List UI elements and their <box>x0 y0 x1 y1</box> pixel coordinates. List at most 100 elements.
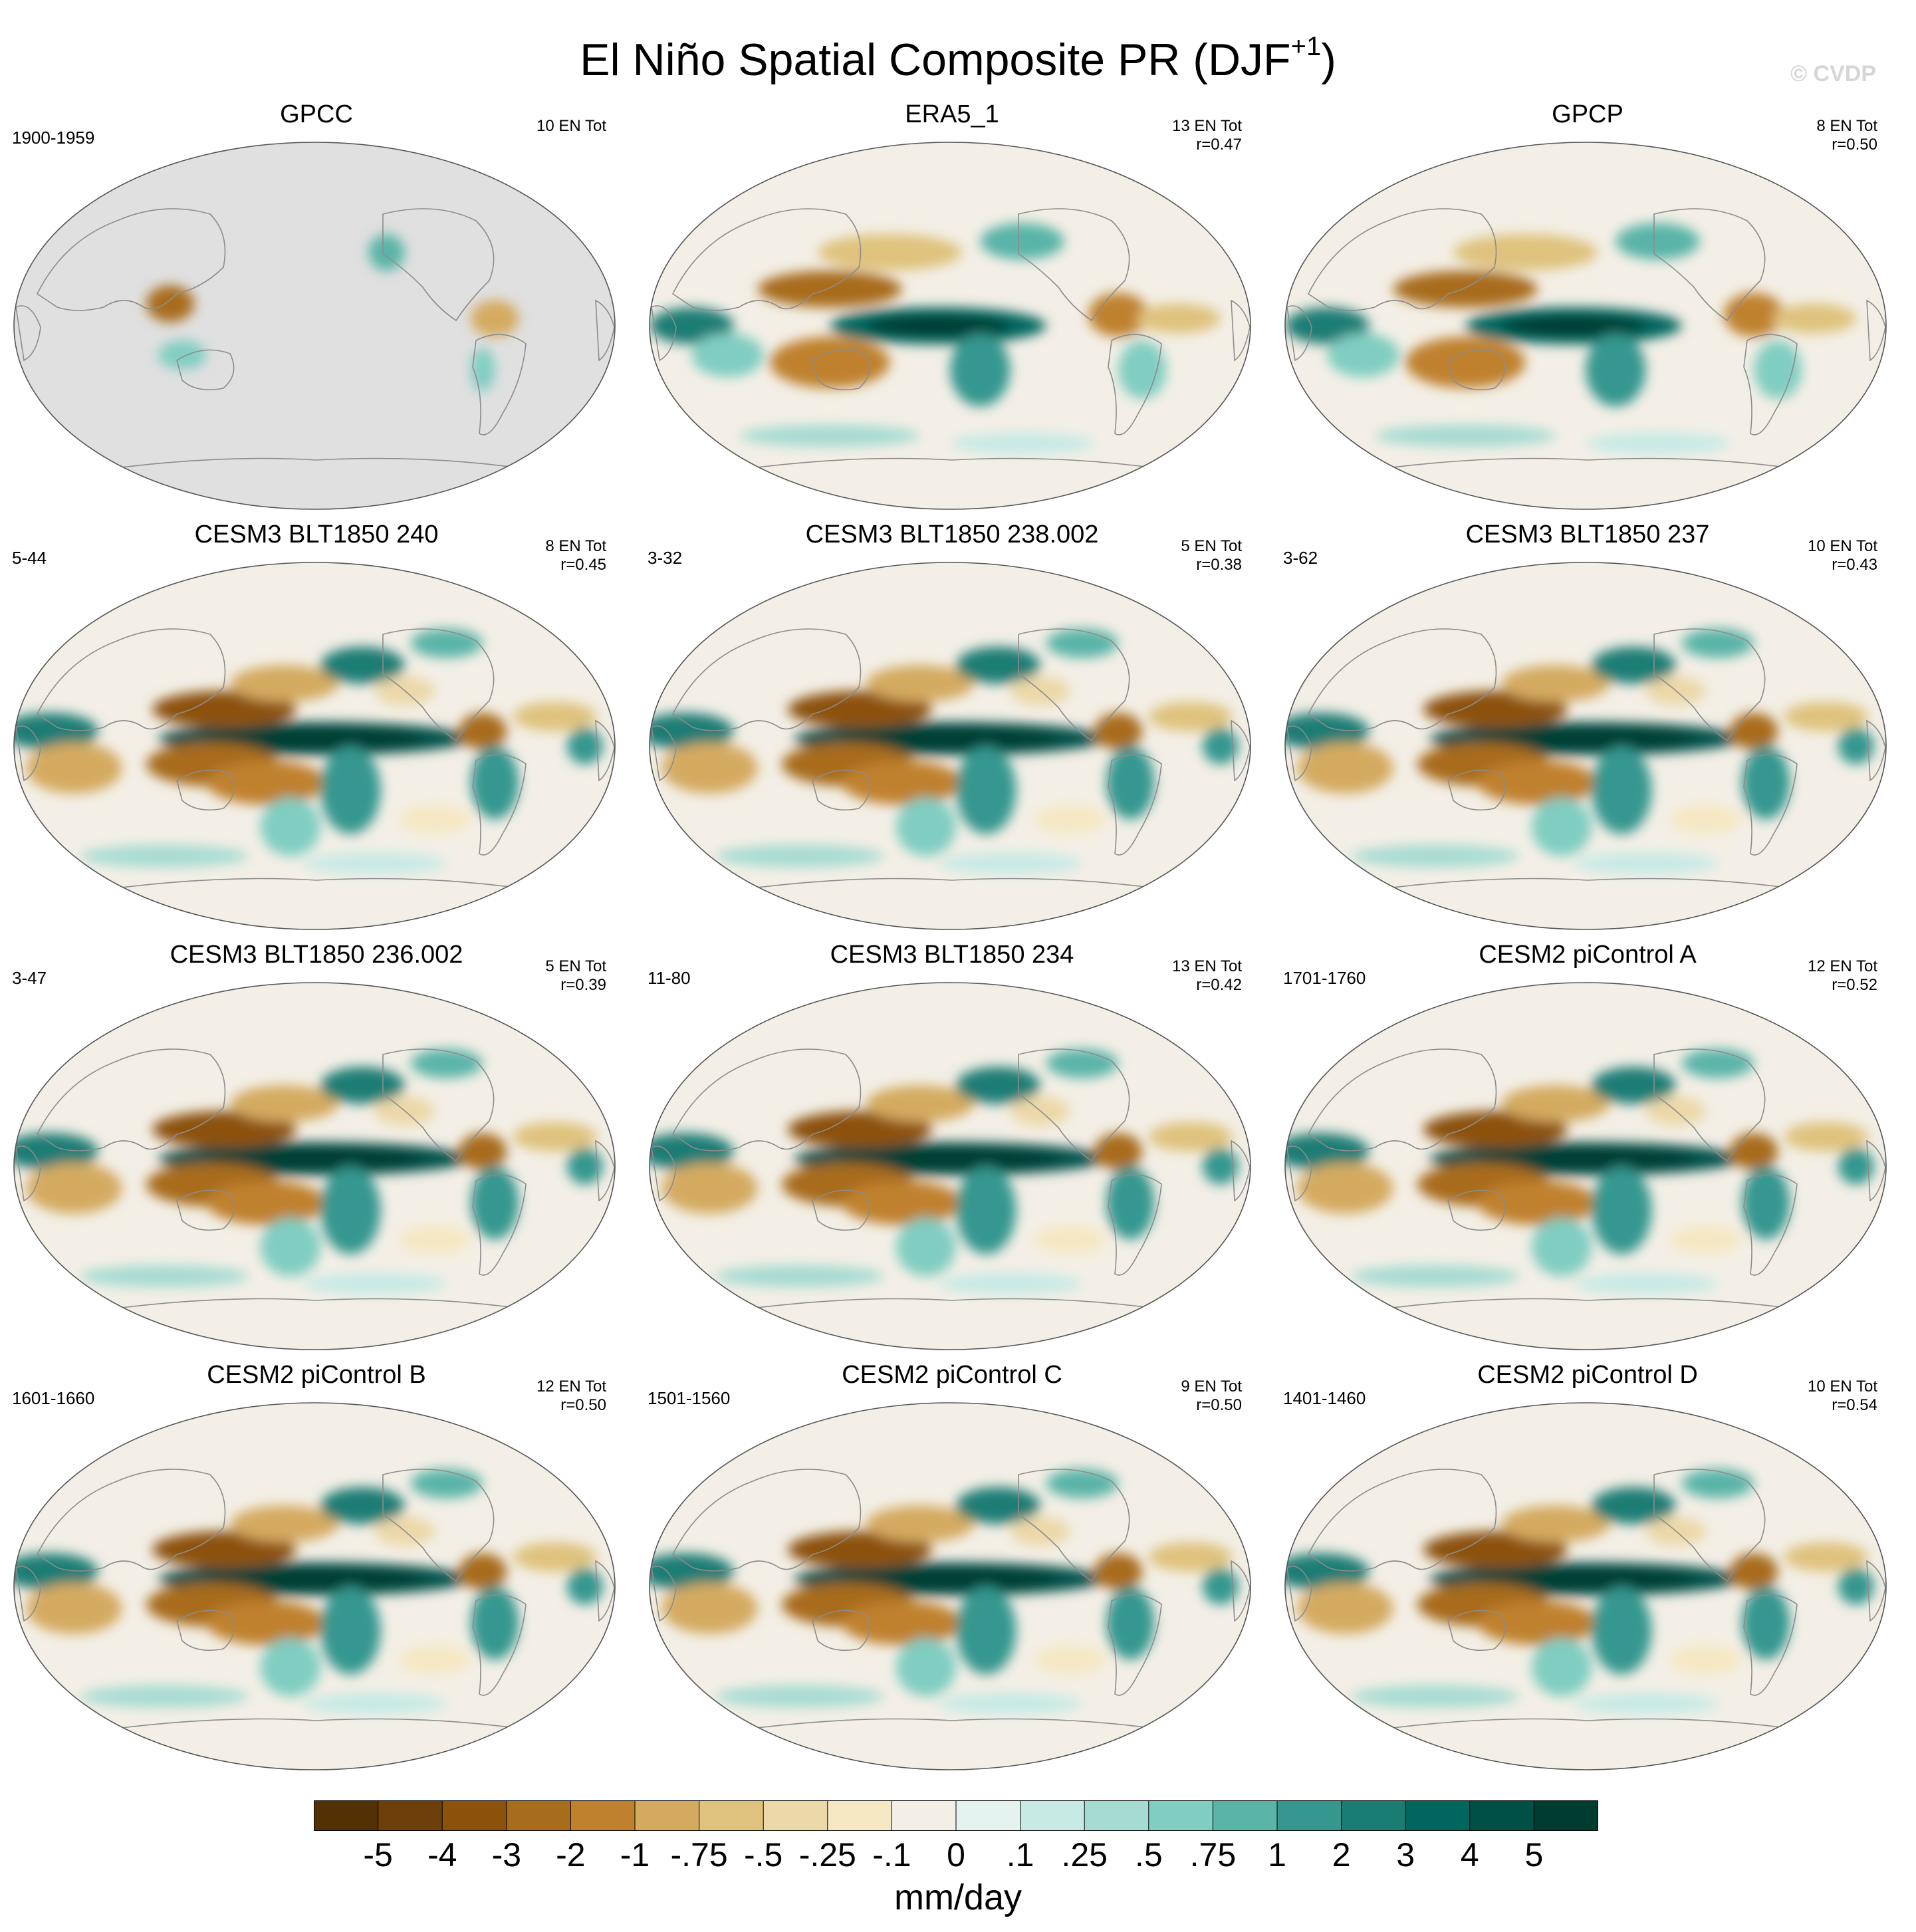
anomaly-blob <box>80 1685 249 1708</box>
coastline <box>1743 1174 1798 1276</box>
panel-event-count: 10 EN Tot <box>1808 537 1877 555</box>
anomaly-blob <box>1423 1531 1568 1568</box>
anomaly-blob <box>1094 1133 1143 1170</box>
anomaly-blob <box>1784 1542 1868 1572</box>
anomaly-blob <box>1501 315 1646 336</box>
anomaly-blob <box>260 1217 321 1276</box>
coastline <box>15 1146 41 1202</box>
anomaly-blob <box>769 336 890 388</box>
map-border <box>1284 982 1887 1350</box>
coastline <box>671 1469 862 1572</box>
colorbar <box>314 1800 1598 1831</box>
anomaly-blob <box>896 797 957 856</box>
coastline <box>1447 769 1506 811</box>
anomaly-blob <box>458 1133 507 1170</box>
anomaly-blob <box>715 845 884 868</box>
panel-pattern-correlation: r=0.50 <box>1196 1396 1242 1414</box>
anomaly-blob <box>1838 1568 1874 1605</box>
colorbar-tick-label: 5 <box>1524 1836 1544 1873</box>
coastline <box>1231 299 1251 362</box>
coastline <box>472 1594 527 1696</box>
coastline <box>1866 1140 1886 1202</box>
panel-period: 1601-1660 <box>12 1388 95 1408</box>
colorbar-swatch <box>1148 1800 1213 1831</box>
panel-title: CESM2 piControl C <box>842 1361 1062 1389</box>
coastline <box>712 1298 1192 1314</box>
coastline <box>712 1718 1192 1735</box>
coastline <box>671 1048 862 1151</box>
panel-title: CESM3 BLT1850 234 <box>830 941 1074 969</box>
anomaly-blob <box>398 804 471 834</box>
colorbar-tick-label: -4 <box>427 1836 457 1873</box>
anomaly-blob <box>458 713 507 750</box>
anomaly-blob <box>1136 303 1221 334</box>
anomaly-blob <box>1285 307 1370 344</box>
anomaly-blob <box>1742 1586 1790 1660</box>
map-border <box>13 1402 616 1770</box>
coastlines <box>651 208 1251 474</box>
anomaly-blob <box>513 1542 597 1572</box>
map-border <box>649 142 1251 510</box>
anomaly-blob <box>1393 271 1538 308</box>
panel-event-count: 12 EN Tot <box>537 1378 606 1395</box>
coastline <box>15 725 41 782</box>
coastline <box>812 349 870 391</box>
coastline <box>595 1140 615 1202</box>
panel-event-count: 10 EN Tot <box>537 117 606 135</box>
panel-event-count: 10 EN Tot <box>1808 1378 1877 1395</box>
anomaly-blob <box>956 746 1017 834</box>
anomaly-field <box>1285 628 1874 875</box>
coastline <box>15 305 41 362</box>
global-map <box>13 562 616 930</box>
panel-title: ERA5_1 <box>905 100 999 128</box>
colorbar-tick-label: -2 <box>556 1836 586 1873</box>
panel-pattern-correlation: r=0.50 <box>560 1396 606 1414</box>
coastline <box>176 1610 235 1651</box>
anomaly-blob <box>1106 746 1155 820</box>
anomaly-blob <box>1477 728 1694 749</box>
coastline <box>1108 334 1162 435</box>
coastline <box>1348 1298 1828 1314</box>
colorbar-tick-label: .25 <box>1061 1836 1108 1873</box>
coastline <box>712 878 1192 894</box>
anomaly-blob <box>206 1601 327 1645</box>
anomaly-blob <box>1034 804 1107 834</box>
anomaly-blob <box>896 1637 957 1697</box>
anomaly-blob <box>937 852 1082 875</box>
panel-pattern-correlation: r=0.47 <box>1196 136 1242 154</box>
anomaly-blob <box>1094 713 1143 750</box>
anomaly-blob <box>1592 1586 1652 1675</box>
anomaly-blob <box>980 223 1064 260</box>
coastlines <box>1286 208 1886 474</box>
coastline <box>1348 457 1828 474</box>
anomaly-blob <box>14 1133 98 1170</box>
colorbar-swatch <box>1020 1800 1085 1831</box>
map-border <box>13 562 616 930</box>
anomaly-blob <box>866 1505 975 1542</box>
anomaly-blob <box>410 1469 483 1499</box>
map-panel: GPCP 8 EN Tot r=0.50 <box>1271 100 1904 512</box>
map-border <box>649 982 1251 1350</box>
panel-title: CESM3 BLT1850 236.002 <box>170 941 463 969</box>
anomaly-blob <box>26 742 122 794</box>
coastline <box>1108 754 1162 856</box>
coastline <box>1653 1469 1766 1582</box>
map-panel: CESM3 BLT1850 236.002 3-47 5 EN Tot r=0.3… <box>0 940 633 1352</box>
anomaly-blob <box>1501 1085 1610 1122</box>
figure-title-close: ) <box>1321 35 1336 85</box>
anomaly-blob <box>1106 1166 1155 1240</box>
panel-stats: 10 EN Tot r=0.54 <box>1808 1378 1877 1415</box>
anomaly-blob <box>661 1162 758 1214</box>
coastline <box>1018 628 1130 742</box>
anomaly-blob <box>14 713 98 750</box>
coastline <box>76 1298 556 1314</box>
anomaly-blob <box>320 746 381 834</box>
coastline <box>1108 1174 1162 1276</box>
map-border <box>13 982 616 1350</box>
map-background <box>14 142 615 509</box>
coastline <box>36 208 226 311</box>
anomaly-blob <box>1297 1582 1393 1634</box>
anomaly-blob <box>842 761 963 805</box>
coastline <box>76 1718 556 1735</box>
coastline <box>176 769 235 811</box>
